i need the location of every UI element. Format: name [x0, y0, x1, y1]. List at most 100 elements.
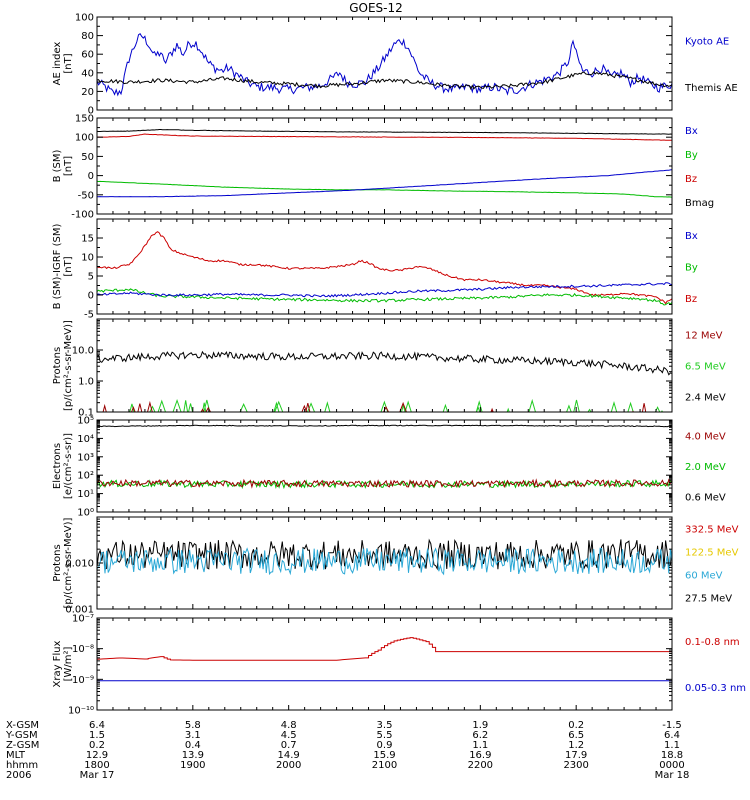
orbit-value: 1.1	[664, 740, 680, 751]
orbit-value: 1800	[84, 760, 109, 771]
y-tick-label: 150	[75, 114, 94, 125]
legend-label: Bx	[685, 126, 698, 137]
series-protons1-6-5-mev-spike	[172, 398, 182, 412]
series-ae-kyoto-ae	[97, 32, 672, 97]
y-axis-title: Xray Flux	[52, 640, 63, 687]
legend-label: 4.0 MeV	[685, 431, 726, 442]
legend-label: 0.05-0.3 nm	[685, 683, 746, 694]
legend-label: 2.0 MeV	[685, 462, 726, 473]
panel-xray-frame	[96, 617, 673, 711]
series-protons1-6-5-mev-spike	[528, 398, 537, 412]
series-bgsm-by	[97, 180, 672, 198]
panel-bgsm-plot	[97, 129, 672, 198]
orbit-info-table: X-GSM 6.4 5.8 4.8 3.5 1.9 0.2 -1.5 Y-GSM 1.5 3.1 4.…	[5, 720, 689, 781]
orbit-value: 14.9	[278, 750, 300, 761]
series-protons1-6-5-mev-spike	[274, 400, 284, 412]
y-tick-label: 10³	[77, 452, 94, 463]
y-axis-title: Protons	[52, 347, 63, 384]
legend-label: 0.1-0.8 nm	[685, 637, 740, 648]
orbit-value: 4.5	[281, 730, 297, 741]
orbit-value: 1.2	[568, 740, 584, 751]
series-protons1-6-5-mev-spike	[324, 401, 331, 412]
panel-protons1-plot	[97, 350, 672, 412]
y-tick-label: -100	[71, 210, 94, 221]
series-protons1-6-5-mev-spike	[566, 404, 572, 412]
date-label: Mar 18	[655, 770, 690, 781]
orbit-value: 5.5	[377, 730, 393, 741]
series-protons1-12-mev-spike	[491, 410, 493, 412]
series-protons1-12-mev-spike	[399, 401, 407, 412]
legend-label: 122.5 MeV	[685, 548, 739, 559]
series-protons1-12-mev-spike	[301, 404, 308, 412]
panel-protons1: 0.1 1.0 10.0 Protons [p/(cm²-s-sr-MeV)] 12 Me…	[52, 318, 726, 419]
panel-bgsm: -100 -50 0 50 100 150 B (SM) [nT] Bx By Bz Bmag	[52, 114, 714, 221]
series-protons1-6-5-mev-spike	[627, 401, 634, 412]
legend-label: 0.6 MeV	[685, 493, 726, 504]
orbit-value: 1.5	[89, 730, 105, 741]
y-tick-label: 10²	[77, 471, 94, 482]
series-bigrf-by	[97, 288, 672, 306]
y-tick-label: 10⁰	[77, 508, 94, 519]
y-tick-label: 5	[88, 272, 94, 283]
series-bgsm-bz	[97, 133, 672, 141]
panel-bigrf-plot	[97, 231, 672, 306]
orbit-value: 2300	[563, 760, 588, 771]
y-tick-label: 100	[75, 13, 94, 24]
panel-electrons: 10⁰ 10¹ 10² 10³ 10⁴ 10⁵ Electrons [e/(cm²-s-sr)…	[52, 416, 726, 519]
y-tick-label: 10⁴	[77, 434, 94, 445]
y-tick-label: 60	[81, 50, 94, 61]
legend-label: Bz	[685, 294, 697, 305]
series-protons1-6-5-mev-spike	[187, 403, 194, 412]
panel-protons1-frame	[96, 318, 673, 413]
series-bgsm-bmag	[97, 129, 672, 135]
orbit-value: 2000	[276, 760, 301, 771]
orbit-value: 5.8	[185, 720, 201, 731]
y-tick-label: 10⁻⁸	[72, 644, 94, 655]
y-axis-title: [nT]	[63, 156, 74, 176]
chart-title: GOES-12	[349, 1, 403, 15]
legend-label: Kyoto AE	[685, 36, 729, 47]
series-bigrf-bx	[97, 282, 672, 298]
orbit-value: 0.7	[281, 740, 297, 751]
y-tick-label: 20	[81, 87, 94, 98]
orbit-value: 6.4	[664, 730, 680, 741]
panel-ae-frame	[96, 16, 673, 111]
orbit-value: 0000	[659, 760, 684, 771]
y-axis-title: Electrons	[52, 443, 63, 489]
orbit-value: 0.4	[185, 740, 201, 751]
y-axis-title: B (SM)-IGRF (SM)	[52, 224, 63, 310]
panel-protons2-plot	[97, 538, 672, 576]
legend-label: 60 MeV	[685, 571, 723, 582]
series-bgsm-bx	[97, 169, 672, 198]
orbit-value: 13.9	[182, 750, 204, 761]
y-axis-title: [p/(cm²-s-sr-MeV)]	[63, 320, 74, 411]
series-electrons-4-0-mev	[97, 478, 672, 489]
date-label: Mar 17	[80, 770, 115, 781]
orbit-value: 0.9	[377, 740, 393, 751]
orbit-value: 4.8	[281, 720, 297, 731]
y-tick-label: 15	[81, 234, 94, 245]
series-protons1-12-mev-spike	[205, 406, 212, 412]
orbit-value: 1.9	[472, 720, 488, 731]
y-axis-title: [p/(cm²-s-sr-MeV)]	[63, 517, 74, 608]
orbit-row-label: hhmm	[6, 760, 38, 771]
series-protons1-12-mev-spike	[382, 405, 390, 412]
legend-label: By	[685, 263, 698, 274]
orbit-value: 3.5	[377, 720, 393, 731]
y-tick-label: 50	[81, 152, 94, 163]
series-protons1-6-5-mev-spike	[404, 400, 412, 412]
series-protons1-6-5-mev-spike	[475, 400, 483, 412]
orbit-value: 3.1	[185, 730, 201, 741]
y-tick-label: 40	[81, 68, 94, 79]
series-protons1-12-mev-spike	[200, 408, 205, 412]
y-tick-label: 10¹	[77, 489, 94, 500]
orbit-value: -1.5	[662, 720, 682, 731]
series-protons1-6-5-mev-spike	[654, 406, 661, 412]
series-protons1-12-mev-spike	[490, 407, 494, 412]
y-tick-label: 10⁻⁹	[72, 675, 94, 686]
series-protons1-6-5-mev-spike	[239, 403, 248, 412]
y-tick-label: -50	[78, 190, 94, 201]
panel-electrons-plot	[97, 424, 672, 490]
panel-xray: 10⁻¹⁰ 10⁻⁹ 10⁻⁸ 10⁻⁷ Xray Flux [W/m²] 0.1-0.8 …	[52, 614, 746, 717]
